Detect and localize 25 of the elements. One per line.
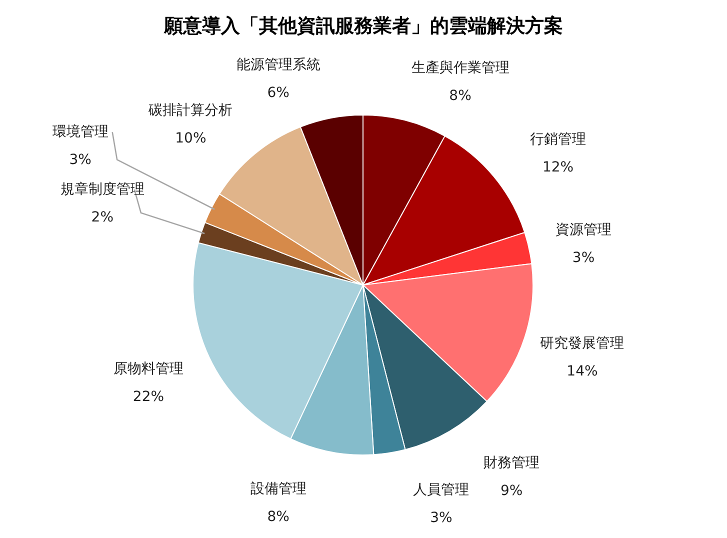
- data-label: 12%: [542, 159, 574, 176]
- data-label: 8%: [449, 88, 472, 104]
- slice-label: 規章制度管理: [60, 182, 144, 198]
- slice-label: 財務管理: [484, 454, 540, 471]
- data-label: 3%: [430, 510, 452, 526]
- slice-label: 資源管理: [556, 222, 612, 238]
- slice-label: 人員管理: [413, 482, 470, 498]
- slice-label: 研究發展管理: [540, 336, 624, 352]
- slice-label: 碳排計算分析: [148, 102, 233, 119]
- data-label: 9%: [500, 482, 523, 499]
- data-label: 3%: [572, 250, 595, 266]
- slice-label: 能源管理系統: [236, 56, 320, 73]
- data-label: 8%: [267, 509, 290, 526]
- data-label: 2%: [91, 210, 114, 226]
- chart-title: 願意導入「其他資訊服務業者」的雲端解決方案: [163, 15, 563, 37]
- data-label: 3%: [69, 152, 92, 168]
- slice-label: 生產與作業管理: [411, 60, 510, 76]
- data-label: 22%: [132, 388, 164, 405]
- data-label: 14%: [566, 364, 598, 380]
- slice-label: 行銷管理: [530, 131, 586, 148]
- data-label: 6%: [267, 84, 290, 101]
- data-label: 10%: [175, 130, 206, 147]
- slice-label: 環境管理: [52, 124, 108, 140]
- slice-label: 原物料管理: [113, 360, 184, 377]
- slice-label: 設備管理: [250, 481, 306, 498]
